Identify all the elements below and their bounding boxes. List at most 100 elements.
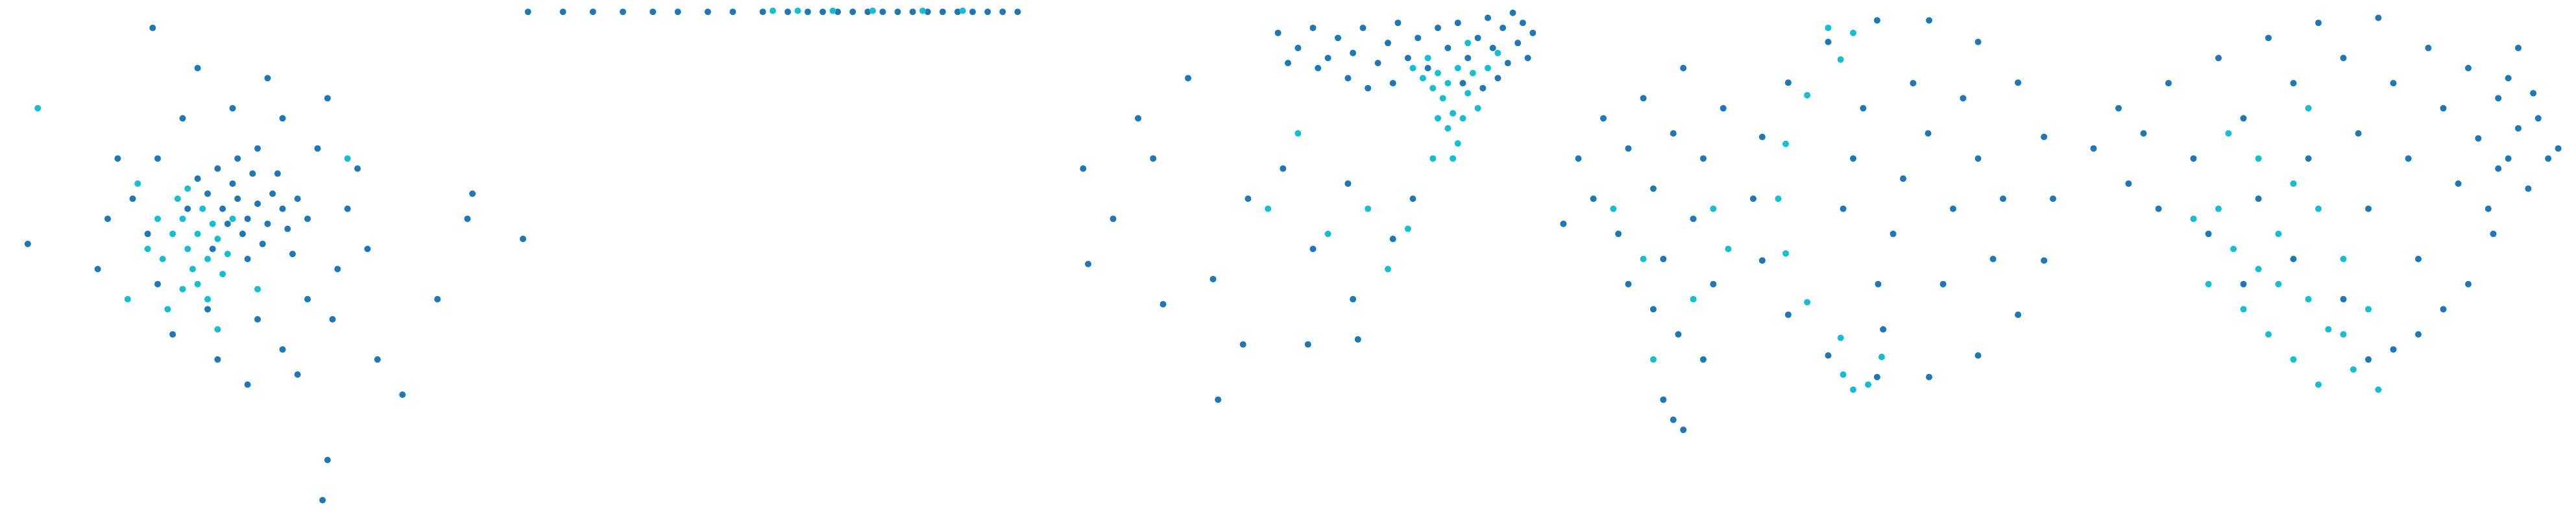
scatter-point [1560,220,1567,227]
scatter-point [729,8,736,16]
scatter-point [1675,331,1682,338]
scatter-point [1784,79,1792,86]
scatter-point [224,220,231,227]
scatter-point [214,326,221,333]
scatter-point [254,315,261,323]
scatter-point [2190,155,2197,162]
scatter-point [1850,155,1856,162]
scatter-point [1529,29,1537,36]
scatter-point [1439,95,1446,102]
scatter-point [1324,55,1331,62]
scatter-point [2265,34,2272,42]
scatter-point [1474,105,1481,112]
scatter-point [1840,205,1847,212]
scatter-point [2340,331,2347,338]
scatter-point [2015,311,2022,318]
scatter-point [2255,155,2262,162]
scatter-point [2215,205,2222,212]
scatter-point [1690,216,1697,223]
scatter-point [324,95,331,102]
scatter-point [34,105,42,112]
scatter-point [314,145,321,152]
scatter-point [254,286,261,293]
scatter-point [2205,280,2212,288]
scatter-point [1825,38,1832,45]
scatter-point [1519,19,1526,27]
scatter-point [179,286,186,293]
scatter-point [1350,49,1357,56]
scatter-point [2390,346,2397,353]
scatter-point [1315,64,1322,71]
scatter-point [1280,165,1287,172]
scatter-point [2041,133,2048,140]
scatter-point [1710,205,1717,212]
scatter-point [219,271,226,278]
scatter-point [1404,55,1411,62]
scatter-point [2265,331,2272,338]
scatter-point [959,7,966,14]
scatter-point [159,256,166,262]
scatter-point [2415,256,2422,262]
scatter-point [2355,130,2362,137]
scatter-point [1926,373,1933,380]
scatter-point [2515,44,2521,51]
scatter-point [259,240,266,247]
scatter-point [254,200,261,207]
scatter-point [184,205,191,212]
scatter-point [704,8,711,16]
scatter-point [2305,295,2312,302]
scatter-point [2545,155,2552,162]
scatter-point [1775,195,1782,203]
scatter-point [1304,341,1311,348]
scatter-point [194,175,201,182]
scatter-point [1640,95,1647,102]
scatter-point [2440,306,2447,313]
scatter-point [1837,334,1844,341]
scatter-point [2290,356,2297,363]
scatter-point [1500,24,1507,31]
scatter-point [1479,84,1487,92]
scatter-point [24,240,31,247]
scatter-point [1394,19,1402,27]
scatter-point [114,155,121,162]
scatter-point [1975,155,1982,162]
scatter-point [1850,386,1856,393]
scatter-point [1135,115,1141,122]
scatter-point [344,205,351,212]
scatter-point [229,105,236,112]
scatter-point [1873,17,1880,24]
scatter-point [1804,92,1811,99]
scatter-point [1080,165,1087,172]
scatter-point [2490,230,2497,238]
scatter-point [1504,60,1511,67]
scatter-point [334,265,341,273]
scatter-point [2555,145,2562,152]
scatter-point [559,8,566,16]
scatter-point [1424,55,1431,62]
scatter-point [2000,195,2006,203]
scatter-point [169,331,176,338]
scatter-point [1825,352,1832,359]
scatter-point [1640,256,1647,262]
scatter-point [1454,64,1461,71]
scatter-point [1989,256,1997,262]
scatter-point [894,8,901,16]
scatter-point [304,216,311,223]
scatter-point [1469,69,1476,77]
scatter-point [1459,80,1466,87]
scatter-point [1365,84,1372,92]
scatter-point [399,391,406,398]
scatter-point [1435,24,1441,31]
scatter-point [2505,155,2512,162]
scatter-point [1590,195,1597,203]
scatter-point [264,220,271,227]
scatter-point [1464,90,1472,97]
scatter-point [2240,280,2247,288]
scatter-point [1474,34,1481,42]
scatter-point [204,295,211,302]
scatter-point [329,315,336,323]
scatter-point [294,195,301,203]
scatter-point [820,8,826,16]
scatter-point [1014,8,1021,16]
scatter-point [1804,299,1811,306]
